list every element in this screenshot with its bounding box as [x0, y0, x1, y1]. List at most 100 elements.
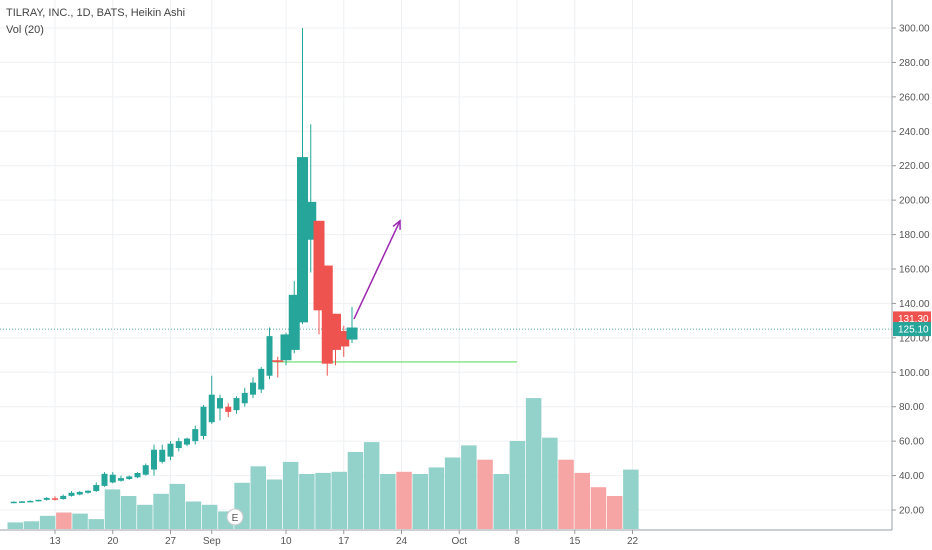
volume-bar — [606, 496, 623, 529]
candle-body — [192, 429, 199, 442]
price-tag-label: 131.30 — [898, 314, 929, 325]
volume-bar — [444, 457, 461, 529]
price-tag-label: 125.10 — [898, 325, 929, 336]
candle-body — [101, 473, 108, 486]
x-tick-label: 27 — [165, 536, 177, 547]
y-tick-label: 140.00 — [899, 299, 930, 310]
candle-body — [43, 497, 50, 500]
grid-layer — [0, 0, 892, 530]
candle-body — [35, 499, 42, 502]
candle-body — [85, 490, 91, 493]
x-tick-label: 22 — [627, 536, 639, 547]
volume-bar — [23, 521, 40, 529]
volume-bar — [558, 459, 574, 529]
x-tick-label: 20 — [107, 536, 119, 547]
volume-bar — [380, 474, 396, 529]
projection-arrow-shaft — [353, 220, 401, 320]
volume-bar — [331, 471, 347, 529]
volume-bar — [39, 515, 56, 529]
candle-body — [208, 394, 215, 423]
candle-body — [241, 392, 248, 404]
earnings-marker — [226, 508, 244, 526]
x-tick-label: 15 — [569, 536, 581, 547]
x-tick-label: 10 — [280, 536, 292, 547]
candle-body — [151, 449, 157, 470]
y-tick-label: 180.00 — [899, 230, 930, 241]
x-tick-label: 13 — [49, 536, 61, 547]
candle-body — [305, 201, 317, 240]
price-tag — [893, 311, 931, 326]
y-tick-label: 300.00 — [899, 24, 930, 35]
candle-body — [167, 443, 174, 457]
x-tick-label: Sep — [203, 536, 221, 547]
volume-bar — [120, 496, 137, 529]
candle-body — [68, 492, 75, 496]
y-tick-label: 20.00 — [899, 506, 924, 517]
projection-arrow-head — [392, 219, 401, 230]
y-tick-label: 240.00 — [899, 127, 930, 138]
candle-body — [313, 220, 325, 311]
candle-body — [118, 478, 124, 481]
candle-body — [184, 438, 190, 445]
candle-body — [233, 398, 240, 411]
y-tick-label: 280.00 — [899, 58, 930, 69]
volume-bar — [509, 441, 526, 529]
chart-legend: TILRAY, INC., 1D, BATS, Heikin Ashi Vol … — [6, 5, 185, 39]
volume-bar — [266, 479, 283, 529]
candle-body — [346, 327, 358, 340]
candle-body — [266, 336, 273, 376]
candle-body — [10, 501, 17, 504]
volume-bar — [477, 459, 493, 529]
volume-bar — [461, 445, 477, 529]
y-tick-label: 260.00 — [899, 92, 930, 103]
candle-body — [60, 495, 67, 499]
volume-bar — [590, 487, 607, 529]
candle-body — [288, 294, 300, 350]
y-tick-label: 120.00 — [899, 333, 930, 344]
candle-body — [250, 382, 256, 395]
volume-bar — [104, 489, 121, 529]
volume-bar — [153, 493, 169, 529]
volume-bar — [282, 461, 299, 529]
candle-body — [217, 398, 223, 409]
volume-bar — [185, 501, 202, 529]
candle-body — [76, 491, 83, 495]
annotation-layer — [0, 219, 892, 363]
volume-bar — [315, 472, 331, 529]
volume-bar — [72, 513, 88, 529]
volume-bar — [7, 522, 23, 529]
volume-bar — [623, 469, 639, 529]
x-tick-label: 24 — [396, 536, 408, 547]
x-tick-label: 8 — [514, 536, 520, 547]
candle-body — [330, 313, 341, 350]
y-tick-label: 160.00 — [899, 265, 930, 276]
candle-body — [27, 500, 34, 503]
candle-body — [93, 485, 100, 492]
candle-body — [272, 360, 284, 362]
volume-bar — [347, 452, 364, 529]
x-tick-label: Oct — [451, 536, 467, 547]
y-tick-label: 200.00 — [899, 196, 930, 207]
candle-body — [19, 501, 25, 503]
candle-body — [280, 334, 292, 361]
volume-bar — [299, 474, 315, 529]
candle-body — [159, 449, 166, 462]
volume-bar — [493, 474, 509, 529]
volume-indicator-label[interactable]: Vol (20) — [6, 24, 44, 36]
candle-body — [109, 474, 116, 483]
volume-bar — [169, 483, 185, 529]
candle-body — [297, 157, 308, 323]
volume-bar — [137, 504, 153, 529]
chart-title[interactable]: TILRAY, INC., 1D, BATS, Heikin Ashi — [6, 7, 186, 19]
volume-bar — [542, 437, 558, 529]
candle-body — [200, 406, 207, 436]
volume-bar — [525, 398, 542, 529]
price-tag — [893, 322, 931, 337]
candle-layer — [10, 28, 358, 504]
volume-bar — [396, 471, 412, 529]
y-tick-label: 220.00 — [899, 161, 930, 172]
volume-bar — [201, 504, 218, 529]
volume-bar — [56, 512, 72, 529]
volume-layer — [7, 398, 639, 529]
